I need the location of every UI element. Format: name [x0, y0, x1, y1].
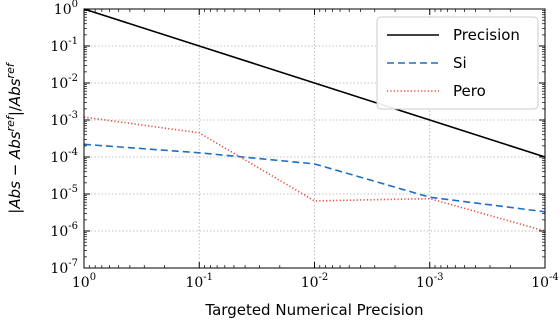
y-tick-label: 10-1	[50, 36, 78, 55]
x-tick-label: 100	[72, 272, 96, 291]
series-line-pero	[83, 116, 546, 232]
y-tick-label: 10-3	[50, 110, 78, 129]
legend-box	[376, 16, 539, 110]
x-tick-label: 10-1	[185, 272, 213, 291]
legend: Precision Si Pero	[376, 16, 539, 110]
series-line-precision	[83, 8, 546, 158]
y-tick-label: 10-4	[50, 147, 78, 166]
x-tick-label: 10-2	[301, 272, 329, 291]
y-tick-label: 10-6	[50, 221, 78, 240]
y-tick-label: 10-7	[50, 258, 78, 277]
legend-label: Precision	[453, 26, 520, 44]
series-lines	[83, 8, 546, 232]
legend-label: Pero	[453, 82, 486, 100]
series-line-si	[83, 143, 546, 213]
y-tick-label: 10-5	[50, 184, 78, 203]
x-tick-labels: 100 10-1 10-2 10-3 10-4	[72, 272, 559, 291]
x-tick-label: 10-4	[531, 272, 559, 291]
x-tick-label: 10-3	[416, 272, 444, 291]
y-tick-label: 100	[54, 0, 78, 18]
y-tick-labels: 100 10-1 10-2 10-3 10-4 10-5 10-6 10-7	[50, 0, 78, 277]
axis-ticks	[83, 8, 546, 269]
y-axis-label: |Abs − Absref|/Absref	[4, 61, 24, 214]
legend-label: Si	[453, 54, 467, 72]
x-axis-label: Targeted Numerical Precision	[204, 301, 423, 319]
y-tick-label: 10-2	[50, 73, 78, 92]
